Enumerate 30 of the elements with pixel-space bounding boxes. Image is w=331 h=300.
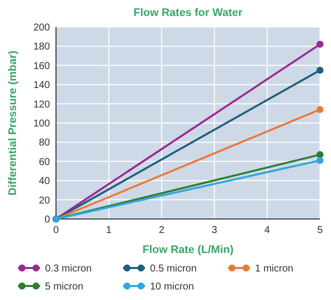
y-tick-label: 60 xyxy=(38,156,50,168)
y-tick-label: 80 xyxy=(38,138,50,149)
legend-label: 10 micron xyxy=(150,282,194,292)
legend-label: 0.3 micron xyxy=(45,264,92,274)
y-tick-label: 200 xyxy=(33,22,50,34)
x-tick-label: 1 xyxy=(106,225,112,236)
point xyxy=(316,40,324,48)
y-tick-label: 120 xyxy=(33,99,50,110)
y-tick-label: 20 xyxy=(38,195,50,206)
x-tick-label: 4 xyxy=(264,225,270,236)
point xyxy=(316,156,324,164)
y-tick-label: 180 xyxy=(33,42,50,53)
x-axis-title: Flow Rate (L/Min) xyxy=(142,244,234,256)
y-tick-label: 0 xyxy=(44,214,50,226)
y-tick-label: 100 xyxy=(33,118,50,130)
y-tick-label: 140 xyxy=(33,80,50,92)
x-tick-label: 2 xyxy=(158,225,165,236)
y-axis-title: Differential Pressure (mbar) xyxy=(7,50,19,196)
point xyxy=(316,66,324,74)
chart-title: Flow Rates for Water xyxy=(134,7,244,19)
legend-label: 0.5 micron xyxy=(150,264,197,274)
legend-label: 1 micron xyxy=(255,264,294,274)
y-tick-label: 160 xyxy=(33,60,50,72)
point xyxy=(316,106,324,114)
point xyxy=(316,151,324,158)
legend-label: 5 micron xyxy=(45,282,84,292)
x-tick-label: 0 xyxy=(53,225,60,236)
y-tick-label: 40 xyxy=(38,176,50,188)
x-tick-label: 5 xyxy=(317,225,324,236)
x-tick-label: 3 xyxy=(212,225,218,236)
